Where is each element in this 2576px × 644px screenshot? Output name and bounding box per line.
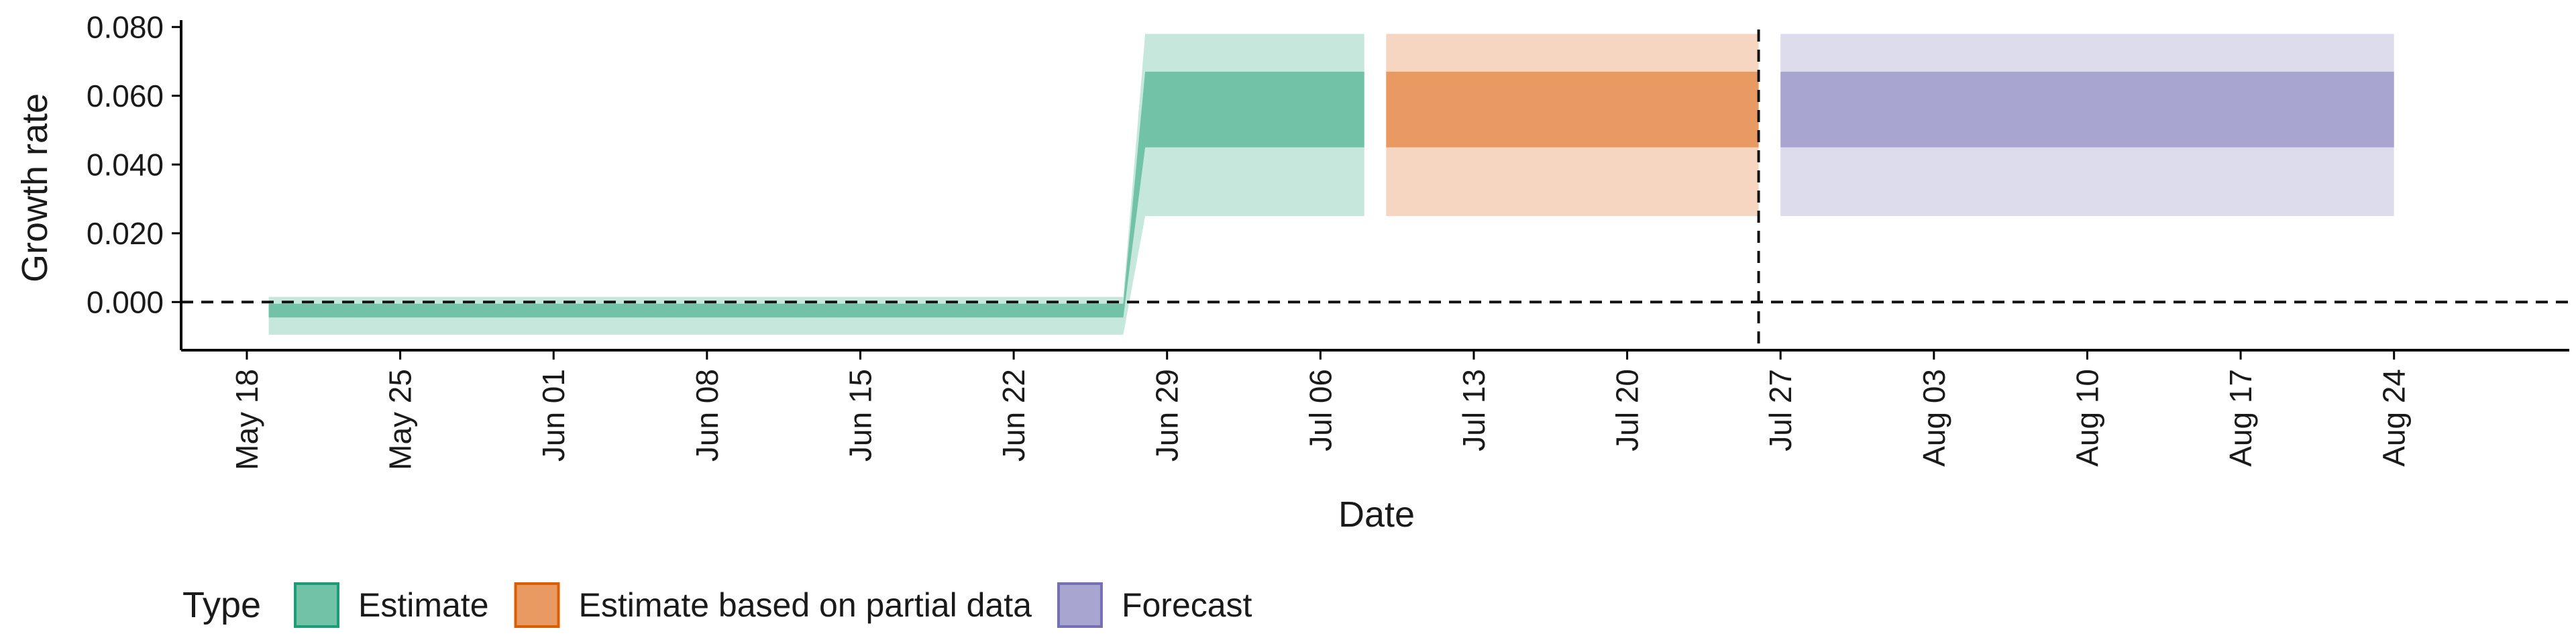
legend-swatch: [294, 582, 339, 628]
x-tick-label: Jul 06: [1303, 369, 1338, 451]
y-tick-label: 0.040: [87, 147, 164, 182]
x-tick-label: Jul 13: [1456, 369, 1491, 451]
x-tick-label: Jun 29: [1150, 369, 1185, 462]
y-tick-label: 0.000: [87, 284, 164, 319]
legend-label: Estimate: [358, 586, 489, 624]
x-tick-label: Aug 24: [2377, 369, 2412, 467]
legend-label: Estimate based on partial data: [579, 586, 1032, 624]
y-axis-ticks: 0.000 0.020 0.040 0.060 0.080: [87, 9, 181, 319]
x-axis-title: Date: [1338, 494, 1415, 535]
legend-items: Estimate Estimate based on partial data Fo…: [294, 582, 1252, 628]
x-tick-label: Jun 15: [843, 369, 877, 462]
band-inner-1: [1386, 71, 1759, 148]
band-inner-0: [268, 71, 1364, 318]
x-tick-label: May 25: [383, 369, 418, 470]
x-tick-label: Aug 10: [2070, 369, 2104, 467]
y-axis-title: Growth rate: [15, 93, 55, 282]
reference-lines: [181, 30, 2569, 350]
y-tick-label: 0.080: [87, 9, 164, 44]
x-tick-label: Jun 22: [996, 369, 1031, 462]
y-tick-label: 0.020: [87, 216, 164, 251]
x-tick-label: Aug 17: [2223, 369, 2258, 467]
y-tick-label: 0.060: [87, 78, 164, 113]
axes: [180, 20, 2569, 352]
band-layer: [268, 34, 2394, 335]
x-tick-label: Jun 08: [690, 369, 724, 462]
legend-label: Forecast: [1122, 586, 1252, 624]
legend: Type Estimate Estimate based on partial d…: [182, 582, 1252, 628]
legend-swatch: [514, 582, 560, 628]
x-axis-ticks: May 18 May 25 Jun 01 Jun 08 Jun 15 Jun 22 Jun …: [229, 350, 2412, 470]
band-inner-2: [1780, 71, 2394, 148]
x-tick-label: May 18: [229, 369, 264, 470]
x-tick-label: Jul 27: [1763, 369, 1798, 451]
x-tick-label: Jun 01: [536, 369, 571, 462]
legend-swatch: [1057, 582, 1103, 628]
x-tick-label: Jul 20: [1610, 369, 1645, 451]
x-tick-label: Aug 03: [1917, 369, 1951, 467]
legend-title: Type: [182, 585, 261, 625]
